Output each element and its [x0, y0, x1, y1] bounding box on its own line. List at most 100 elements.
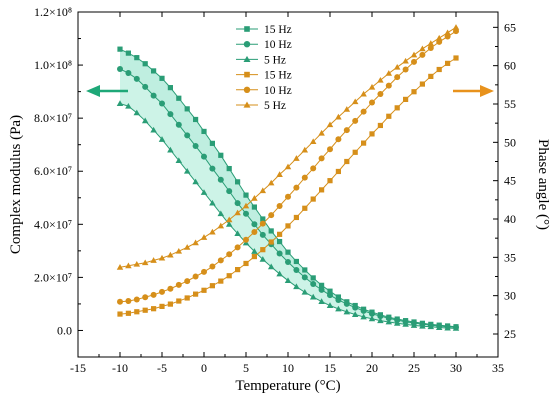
x-tick-label: -5 — [157, 361, 167, 375]
y-left-axis-title: Complex modulus (Pa) — [8, 115, 24, 254]
data-point — [235, 267, 241, 273]
data-point — [201, 268, 207, 275]
tick-labels: -15 -10 -5 0 5 10 15 20 25 30 35 0.0 2.0×10⁷ 4.0×10⁷ 6… — [34, 5, 516, 375]
data-point — [259, 220, 266, 227]
data-point — [377, 76, 384, 83]
data-point — [369, 131, 375, 137]
data-point — [234, 244, 241, 251]
data-point — [284, 163, 292, 170]
data-point — [117, 298, 123, 305]
data-point — [116, 100, 124, 106]
data-point — [452, 325, 460, 331]
data-point — [209, 228, 216, 235]
data-point — [133, 260, 141, 267]
y-left-tick-label: 4.0×10⁷ — [34, 217, 72, 231]
data-point — [158, 254, 166, 261]
x-tick-label: 20 — [366, 361, 378, 375]
data-point — [411, 89, 417, 95]
data-point — [361, 140, 367, 146]
data-point — [175, 281, 182, 288]
data-point — [116, 264, 124, 270]
y-left-tick-label: 0.0 — [57, 323, 72, 337]
legend-label: 10 Hz — [264, 85, 292, 97]
data-point — [268, 239, 274, 245]
data-point — [301, 288, 309, 295]
data-point — [427, 40, 435, 46]
data-point — [259, 231, 266, 238]
data-point — [159, 303, 165, 309]
data-point — [352, 304, 359, 311]
legend-swatch-marker — [244, 71, 250, 78]
data-point — [142, 61, 148, 67]
data-point — [293, 266, 300, 273]
data-point — [151, 306, 157, 312]
data-point — [385, 315, 392, 322]
data-point — [369, 310, 375, 317]
data-point — [134, 55, 140, 61]
data-point — [159, 75, 165, 81]
data-point — [402, 66, 409, 73]
data-point — [444, 324, 451, 331]
data-point — [309, 293, 317, 300]
data-point — [133, 75, 140, 82]
data-point — [327, 292, 333, 299]
data-point — [183, 167, 191, 174]
data-point — [327, 146, 333, 153]
data-point — [142, 294, 149, 301]
data-point — [310, 281, 317, 288]
data-point — [150, 257, 157, 263]
data-point — [251, 229, 258, 236]
data-point — [352, 117, 359, 124]
data-point — [193, 291, 199, 297]
data-point — [411, 58, 417, 65]
data-point — [151, 68, 157, 74]
data-point — [326, 121, 334, 128]
data-point — [427, 323, 435, 330]
x-tick-label: 15 — [324, 361, 336, 375]
axis-ticks — [77, 11, 499, 357]
data-point — [319, 187, 325, 193]
data-point — [318, 129, 325, 136]
data-point — [402, 321, 409, 327]
series-marker-group — [116, 24, 460, 270]
data-point — [326, 302, 334, 308]
data-point — [175, 157, 183, 164]
series-marker-group — [117, 28, 459, 305]
data-point — [453, 55, 459, 61]
data-point — [377, 317, 384, 324]
data-point — [301, 274, 308, 281]
data-point — [226, 251, 233, 258]
legend-swatch-marker — [243, 101, 251, 108]
data-point — [335, 113, 342, 120]
data-point — [167, 301, 173, 307]
data-point — [368, 83, 376, 90]
x-tick-label: 35 — [492, 361, 504, 375]
data-point — [184, 278, 191, 285]
x-axis-title: Temperature (°C) — [235, 378, 340, 394]
data-point — [192, 239, 199, 246]
data-point — [175, 121, 182, 128]
x-tick-label: 0 — [201, 361, 207, 375]
x-tick-label: -10 — [112, 361, 128, 375]
y-right-tick-label: 50 — [504, 135, 516, 149]
data-point — [259, 256, 267, 262]
data-point — [327, 288, 333, 294]
data-point — [277, 231, 283, 237]
data-point — [403, 96, 409, 102]
data-point — [150, 126, 157, 133]
x-tick-label: 5 — [243, 361, 249, 375]
data-point — [343, 106, 351, 112]
data-point — [394, 74, 401, 81]
data-point — [393, 63, 401, 70]
data-point — [285, 258, 291, 265]
data-point — [445, 60, 451, 66]
data-point — [360, 90, 367, 97]
modulus-shaded-bands — [120, 49, 456, 329]
data-point — [217, 176, 224, 183]
data-point — [125, 102, 132, 109]
data-point — [133, 296, 140, 303]
data-point — [243, 260, 249, 267]
data-point — [318, 286, 325, 293]
data-point — [277, 238, 283, 245]
